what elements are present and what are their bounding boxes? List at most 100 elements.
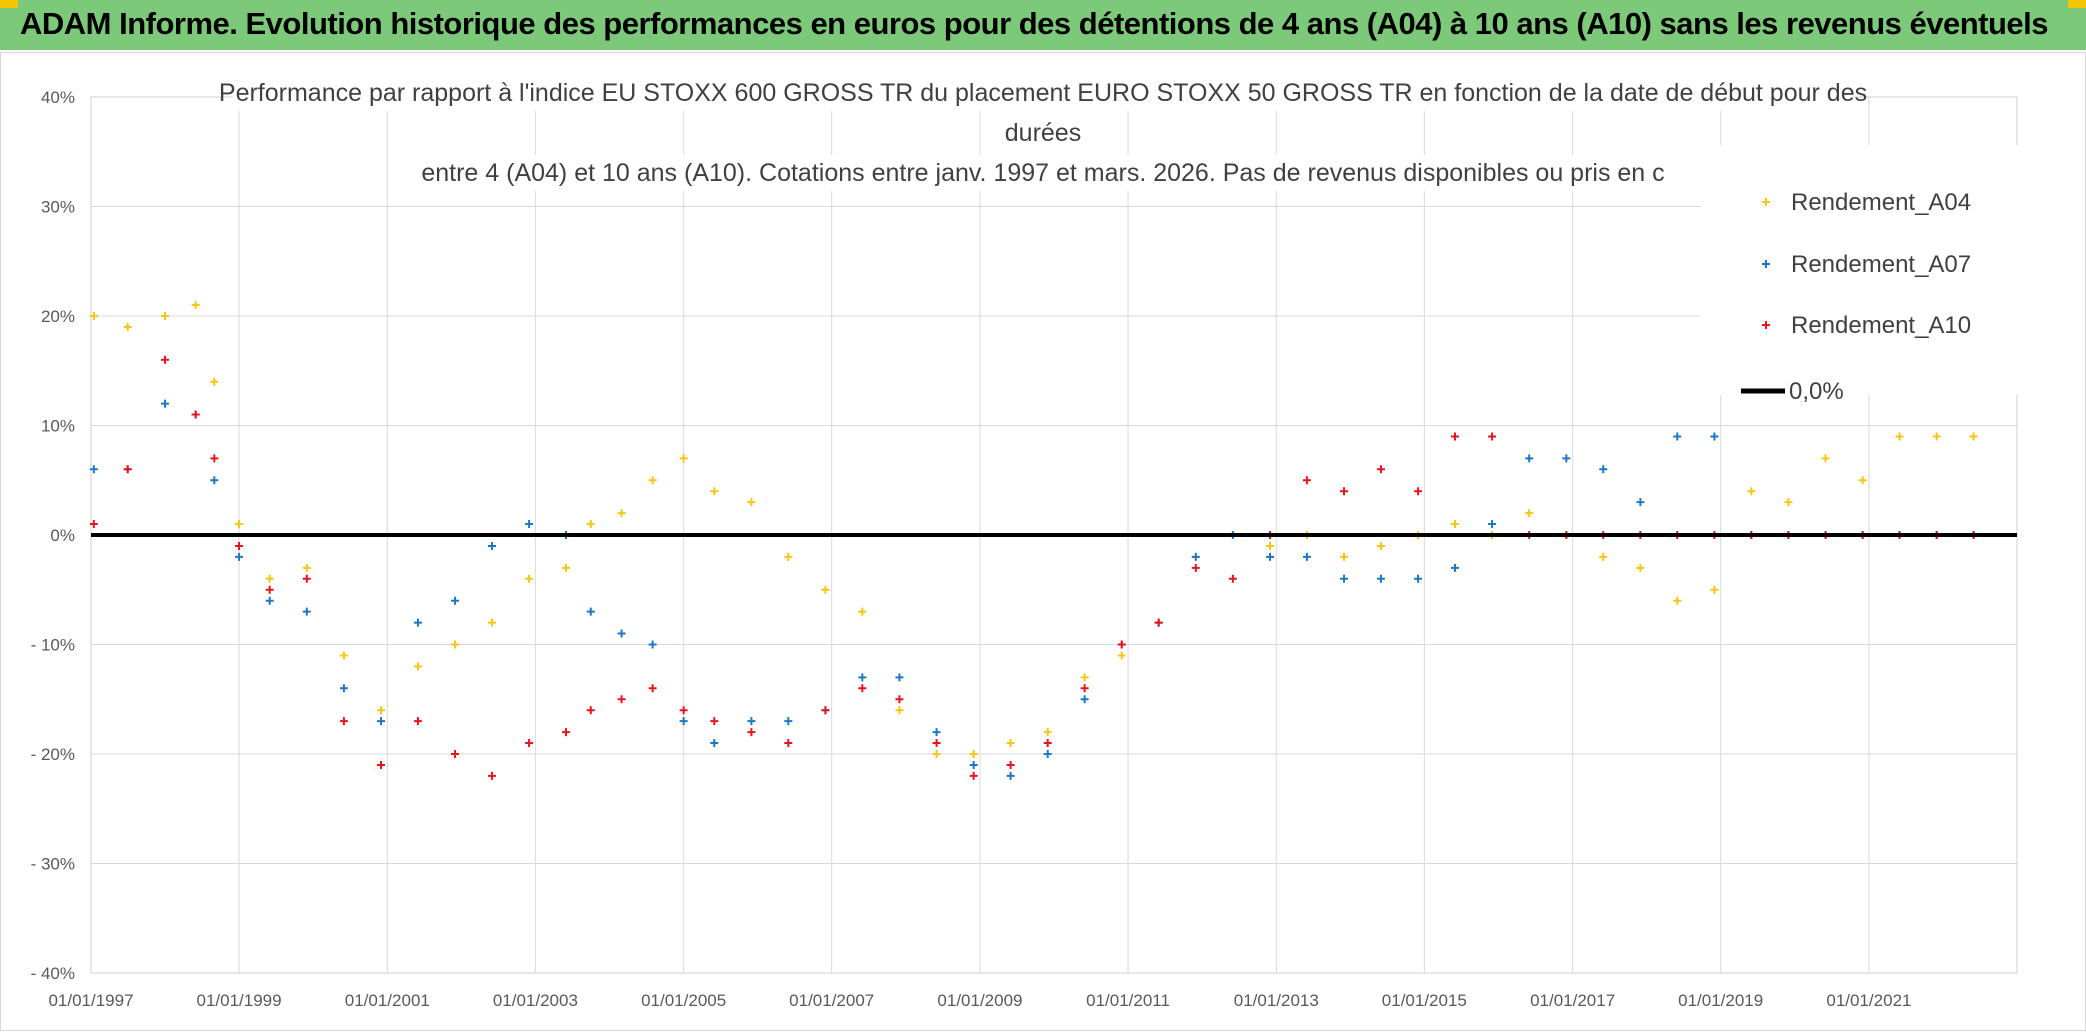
data-point-rendement_a10 [302,574,311,583]
data-point-rendement_a10 [858,684,867,693]
data-point-rendement_a10 [1340,487,1349,496]
data-point-rendement_a04 [679,454,688,463]
data-point-rendement_a07 [302,607,311,616]
data-point-rendement_a07 [858,673,867,682]
data-point-rendement_a04 [895,706,904,715]
data-point-rendement_a04 [1450,520,1459,529]
data-point-rendement_a04 [747,498,756,507]
data-point-rendement_a10 [210,454,219,463]
data-point-rendement_a10 [525,739,534,748]
data-point-rendement_a04 [1895,432,1904,441]
data-point-rendement_a10 [451,750,460,758]
legend-marker-rendement_a07 [1762,260,1770,268]
data-point-rendement_a07 [969,760,978,769]
title-backdrop [983,115,1103,151]
data-point-rendement_a10 [339,717,348,726]
report-banner: ADAM Informe. Evolution historique des p… [0,0,2086,52]
data-point-rendement_a07 [1191,552,1200,561]
x-tick-label: 01/01/2013 [1234,991,1319,1010]
data-point-rendement_a04 [525,574,534,583]
legend-marker-rendement_a04 [1762,198,1770,206]
data-point-rendement_a10 [1376,465,1385,474]
data-point-rendement_a10 [617,695,626,704]
y-tick-label: - 30% [31,855,75,874]
x-tick-label: 01/01/1999 [197,991,282,1010]
data-point-rendement_a04 [1932,432,1941,441]
data-point-rendement_a07 [1340,574,1349,583]
data-point-rendement_a04 [487,618,496,627]
data-point-rendement_a04 [821,585,830,594]
right-corner-accent [2068,0,2086,8]
data-point-rendement_a10 [679,706,688,715]
data-point-rendement_a07 [1488,520,1497,529]
data-point-rendement_a04 [1006,739,1015,748]
legend-label: Rendement_A07 [1791,251,1971,278]
data-point-rendement_a04 [1821,454,1830,463]
legend-label: Rendement_A10 [1791,312,1971,339]
data-point-rendement_a04 [1673,596,1682,605]
x-tick-label: 01/01/2015 [1382,991,1467,1010]
data-point-rendement_a04 [1080,673,1089,682]
data-point-rendement_a04 [1747,487,1756,496]
data-point-rendement_a04 [858,607,867,616]
data-point-rendement_a10 [562,728,571,737]
data-point-rendement_a10 [1302,476,1311,485]
data-point-rendement_a04 [1969,432,1978,441]
data-point-rendement_a07 [161,399,170,408]
x-tick-label: 01/01/2003 [493,991,578,1010]
data-point-rendement_a04 [1710,585,1719,594]
data-point-rendement_a04 [969,750,978,758]
data-point-rendement_a10 [1450,432,1459,441]
data-point-rendement_a10 [784,739,793,748]
left-corner-accent [0,0,18,8]
data-point-rendement_a07 [235,552,244,561]
title-backdrop [418,155,1668,191]
data-point-rendement_a04 [932,750,941,758]
x-tick-label: 01/01/2021 [1826,991,1911,1010]
data-point-rendement_a04 [1858,476,1867,485]
data-point-rendement_a04 [123,322,132,331]
data-point-rendement_a07 [339,684,348,693]
y-tick-label: 20% [41,307,75,326]
data-point-rendement_a07 [1710,432,1719,441]
data-point-rendement_a10 [487,771,496,780]
data-point-rendement_a07 [648,640,657,649]
data-point-rendement_a04 [161,312,170,320]
data-point-rendement_a10 [377,760,386,769]
data-point-rendement_a07 [1006,771,1015,780]
legend-label: 0,0% [1789,378,1844,405]
data-point-rendement_a04 [1266,541,1275,550]
data-point-rendement_a10 [1154,618,1163,627]
data-point-rendement_a04 [191,301,200,310]
x-tick-label: 01/01/2011 [1086,991,1170,1010]
data-point-rendement_a04 [710,487,719,496]
data-point-rendement_a04 [648,476,657,485]
data-point-rendement_a10 [1117,640,1126,649]
data-point-rendement_a07 [932,728,941,737]
data-point-rendement_a04 [1376,541,1385,550]
data-point-rendement_a07 [1673,432,1682,441]
data-point-rendement_a10 [648,684,657,693]
data-point-rendement_a10 [191,410,200,419]
legend-marker-rendement_a10 [1762,321,1770,329]
legend-label: Rendement_A04 [1791,189,1971,216]
data-point-rendement_a07 [1080,695,1089,704]
y-tick-label: - 10% [31,636,75,655]
data-point-rendement_a10 [1043,739,1052,748]
data-point-rendement_a07 [89,465,98,474]
data-point-rendement_a10 [1080,684,1089,693]
data-point-rendement_a04 [1043,728,1052,737]
chart-title-line: entre 4 (A04) et 10 ans (A10). Cotations… [421,159,1664,187]
y-tick-label: 30% [41,198,75,217]
data-point-rendement_a07 [1414,574,1423,583]
data-point-rendement_a07 [710,739,719,748]
data-point-rendement_a04 [265,574,274,583]
data-point-rendement_a04 [1636,563,1645,572]
data-point-rendement_a10 [1228,574,1237,583]
data-point-rendement_a10 [1414,487,1423,496]
data-point-rendement_a04 [210,377,219,386]
legend-box [1701,145,2031,395]
data-point-rendement_a04 [339,651,348,660]
data-point-rendement_a10 [586,706,595,715]
data-point-rendement_a04 [1340,552,1349,561]
